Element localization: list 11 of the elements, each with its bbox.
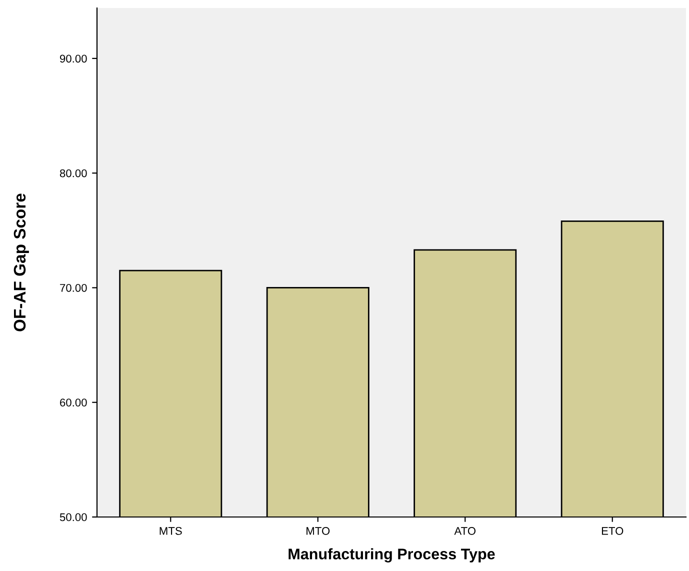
y-tick-label: 80.00 xyxy=(60,169,87,178)
y-tick-label: 60.00 xyxy=(60,398,87,406)
y-axis-title: OF-AF Gap Score xyxy=(14,194,29,332)
x-tick-label: MTS xyxy=(160,527,182,535)
x-tick-label: ATO xyxy=(454,527,476,535)
x-tick-label: MTO xyxy=(306,527,330,535)
y-tick-label: 90.00 xyxy=(60,54,87,63)
x-tick-label: ETO xyxy=(602,527,624,535)
y-tick-label: 70.00 xyxy=(60,284,87,292)
x-axis-title: Manufacturing Process Type xyxy=(288,548,495,562)
y-tick-label: 50.00 xyxy=(60,513,87,522)
